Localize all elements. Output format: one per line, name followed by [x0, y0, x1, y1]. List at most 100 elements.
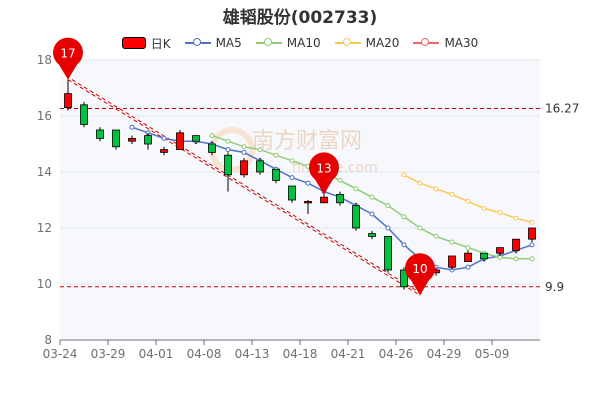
candle-body	[256, 160, 264, 173]
ma20-point	[529, 219, 535, 225]
y-tick-label: 10	[37, 277, 52, 291]
candle-body	[192, 135, 200, 142]
legend-label-ma20: MA20	[365, 36, 400, 50]
x-tick-label: 04-13	[235, 347, 270, 361]
ma10-point	[273, 152, 279, 158]
price-pin-label: 17	[60, 47, 75, 61]
candle-body	[112, 129, 120, 148]
ma10-point	[241, 144, 247, 150]
reference-lines: 16.27 9.9	[60, 101, 579, 294]
x-tick-label: 04-18	[283, 347, 318, 361]
y-tick-label: 14	[37, 165, 52, 179]
ma10-point	[209, 133, 215, 139]
x-tick-label: 04-29	[427, 347, 462, 361]
x-tick-label: 03-24	[43, 347, 78, 361]
axes: 8 10 12 14 16 18 03-24 03-29 04-01 04-08 04-13 04-1…	[37, 53, 540, 361]
y-tick-label: 12	[37, 221, 52, 235]
ma5-point	[401, 242, 407, 248]
ma10-point	[449, 239, 455, 245]
candle-body	[384, 235, 392, 271]
ma5-point	[289, 175, 295, 181]
watermark-text: 南方财富网	[252, 129, 362, 154]
reference-line-label: 16.27	[545, 101, 579, 115]
ma20-point	[449, 191, 455, 197]
ma10-point	[337, 177, 343, 183]
chart-title: 雄韬股份(002733)	[222, 8, 378, 28]
trend-line	[71, 79, 425, 296]
legend-label-ma5: MA5	[215, 36, 242, 50]
ma10-point	[417, 225, 423, 231]
ma5-point	[225, 147, 231, 153]
ma20-point	[497, 210, 503, 216]
ma5-point	[129, 124, 135, 130]
ma20-point	[417, 180, 423, 186]
legend-item-ma5[interactable]: MA5	[184, 36, 242, 50]
legend-item-ma20[interactable]: MA20	[334, 36, 400, 50]
legend-label-ma10: MA10	[286, 36, 321, 50]
ma10-point	[225, 138, 231, 144]
candle-body	[80, 104, 88, 125]
ma10-point	[257, 147, 263, 153]
candle-body	[528, 227, 536, 240]
price-pin-label: 13	[316, 161, 331, 175]
candle-body	[480, 252, 488, 260]
candle-body	[272, 168, 280, 181]
ma10-point	[513, 256, 519, 262]
ma5-point	[369, 211, 375, 217]
trend-lines	[67, 79, 425, 296]
ma10-point	[289, 158, 295, 164]
plot-background	[60, 60, 540, 340]
candle-body	[288, 185, 296, 201]
price-pin-marker	[53, 37, 83, 80]
legend: 日K MA5 MA10 MA20 MA30	[0, 33, 600, 53]
x-tick-label: 04-08	[187, 347, 222, 361]
price-pin-marker	[309, 152, 340, 195]
x-tick-label: 03-29	[91, 347, 126, 361]
price-pin-marker	[405, 253, 436, 296]
x-tick-label: 04-26	[379, 347, 414, 361]
y-tick-label: 8	[44, 333, 52, 347]
moving-averages	[129, 124, 535, 273]
ma20-point	[433, 186, 439, 192]
ma10-point	[385, 203, 391, 209]
candle-body	[400, 269, 408, 288]
ma5-point	[385, 225, 391, 231]
ma10-point	[529, 256, 535, 262]
legend-item-ma30[interactable]: MA30	[413, 36, 478, 50]
ma5-point	[465, 264, 471, 270]
ma20-point	[465, 198, 471, 204]
candle-body	[320, 196, 328, 204]
ma10-point	[353, 186, 359, 192]
candle-body	[64, 93, 72, 108]
candle-body	[464, 252, 472, 262]
candle-body	[240, 160, 248, 176]
candle-body	[128, 137, 136, 142]
ma10-point	[401, 214, 407, 220]
candle-body	[208, 143, 216, 153]
price-pins: 17 13 10	[53, 37, 436, 296]
legend-label-ma30: MA30	[444, 36, 479, 50]
legend-line-swatch-ma10	[255, 37, 282, 49]
candle-body	[96, 129, 104, 139]
ma10-point	[433, 233, 439, 239]
price-pin-label: 10	[412, 262, 427, 276]
reference-line-label: 9.9	[545, 280, 564, 294]
x-tick-label: 05-09	[475, 347, 510, 361]
ma5-point	[241, 149, 247, 155]
candle-body	[336, 193, 344, 204]
legend-line-swatch-ma20	[334, 37, 361, 49]
x-tick-label: 04-21	[331, 347, 366, 361]
ma10-point	[465, 245, 471, 251]
legend-item-ma10[interactable]: MA10	[255, 36, 321, 50]
y-tick-label: 18	[37, 53, 52, 67]
legend-item-dayk[interactable]: 日K	[121, 35, 171, 52]
candle-body	[448, 255, 456, 268]
legend-line-swatch-ma30	[413, 37, 440, 49]
ma5-point	[529, 242, 535, 248]
candle-body	[224, 154, 232, 176]
y-tick-label: 16	[37, 109, 52, 123]
candle-body	[352, 205, 360, 229]
candle-body	[160, 149, 168, 153]
legend-candle-swatch	[121, 37, 146, 49]
